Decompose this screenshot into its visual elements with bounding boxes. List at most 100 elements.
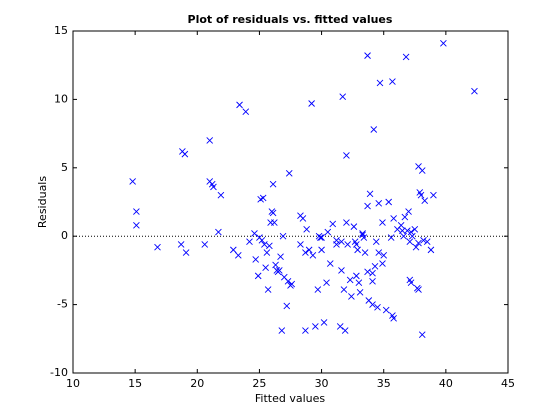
- point: [303, 226, 310, 233]
- y-tick-label: 0: [61, 229, 68, 242]
- point: [440, 39, 447, 47]
- point: [405, 208, 412, 215]
- point: [283, 302, 291, 310]
- point: [297, 241, 304, 248]
- point: [344, 241, 351, 248]
- x-axis-label: Fitted values: [255, 392, 326, 405]
- point: [323, 279, 330, 287]
- point: [324, 228, 332, 236]
- point: [284, 278, 292, 285]
- point: [348, 293, 355, 300]
- point: [399, 227, 406, 235]
- point: [421, 197, 429, 204]
- point: [382, 306, 390, 314]
- point: [372, 238, 380, 245]
- point: [329, 220, 337, 228]
- point: [278, 327, 286, 334]
- point: [369, 278, 376, 285]
- point: [299, 215, 307, 222]
- point: [154, 243, 161, 251]
- point: [133, 221, 140, 229]
- point: [246, 238, 253, 245]
- x-tick-label: 30: [315, 377, 329, 390]
- point: [326, 260, 334, 267]
- point: [305, 246, 313, 254]
- point: [210, 183, 217, 191]
- point: [375, 249, 383, 256]
- point: [430, 191, 437, 199]
- y-tick-label: -10: [50, 366, 68, 379]
- point: [402, 53, 410, 61]
- point: [230, 246, 237, 254]
- point: [261, 241, 268, 248]
- point: [288, 280, 296, 288]
- point: [133, 208, 140, 215]
- point: [427, 246, 435, 254]
- point: [302, 327, 309, 334]
- point: [263, 249, 271, 256]
- point: [317, 234, 324, 241]
- point: [338, 238, 345, 245]
- point: [258, 236, 266, 244]
- point: [364, 268, 371, 276]
- point: [346, 276, 354, 284]
- point: [318, 246, 325, 254]
- point: [215, 228, 222, 236]
- plot-frame: [72, 30, 509, 374]
- point: [408, 232, 416, 240]
- point: [471, 87, 478, 95]
- point: [360, 234, 368, 241]
- point: [371, 262, 379, 270]
- point: [129, 178, 136, 185]
- point: [308, 100, 315, 107]
- point: [390, 215, 397, 222]
- point: [252, 256, 260, 263]
- point: [356, 288, 364, 296]
- point: [415, 239, 422, 247]
- point: [369, 269, 376, 277]
- point: [320, 319, 328, 326]
- y-axis-label: Residuals: [36, 176, 49, 228]
- x-tick-label: 20: [190, 377, 204, 390]
- point: [374, 304, 381, 311]
- point: [285, 169, 293, 177]
- point: [390, 314, 397, 322]
- point: [251, 230, 258, 237]
- point: [302, 249, 309, 256]
- point: [370, 126, 378, 133]
- point: [400, 232, 407, 240]
- x-tick-label: 15: [128, 377, 142, 390]
- point: [264, 286, 272, 293]
- point: [269, 209, 277, 217]
- point: [369, 301, 376, 308]
- x-tick-label: 35: [377, 377, 391, 390]
- point: [341, 327, 349, 334]
- point: [279, 232, 287, 240]
- y-tick-label: -5: [57, 298, 68, 311]
- point: [366, 190, 374, 198]
- point: [387, 234, 395, 241]
- point: [181, 150, 189, 158]
- point: [343, 219, 350, 226]
- y-tick-label: 10: [54, 92, 68, 105]
- point: [338, 267, 345, 274]
- point: [364, 52, 371, 59]
- point: [353, 272, 360, 280]
- point: [309, 252, 317, 259]
- point: [336, 323, 344, 330]
- point: [412, 243, 420, 251]
- point: [364, 202, 371, 210]
- point: [423, 238, 431, 245]
- point: [266, 242, 273, 250]
- point: [271, 219, 278, 226]
- point: [177, 241, 185, 248]
- point: [407, 279, 415, 287]
- point: [277, 253, 284, 261]
- point: [361, 249, 369, 256]
- point: [314, 286, 322, 293]
- point: [259, 194, 267, 202]
- point: [389, 78, 396, 85]
- chart-title: Plot of residuals vs. fitted values: [188, 13, 393, 26]
- point: [376, 79, 384, 87]
- point: [385, 198, 393, 206]
